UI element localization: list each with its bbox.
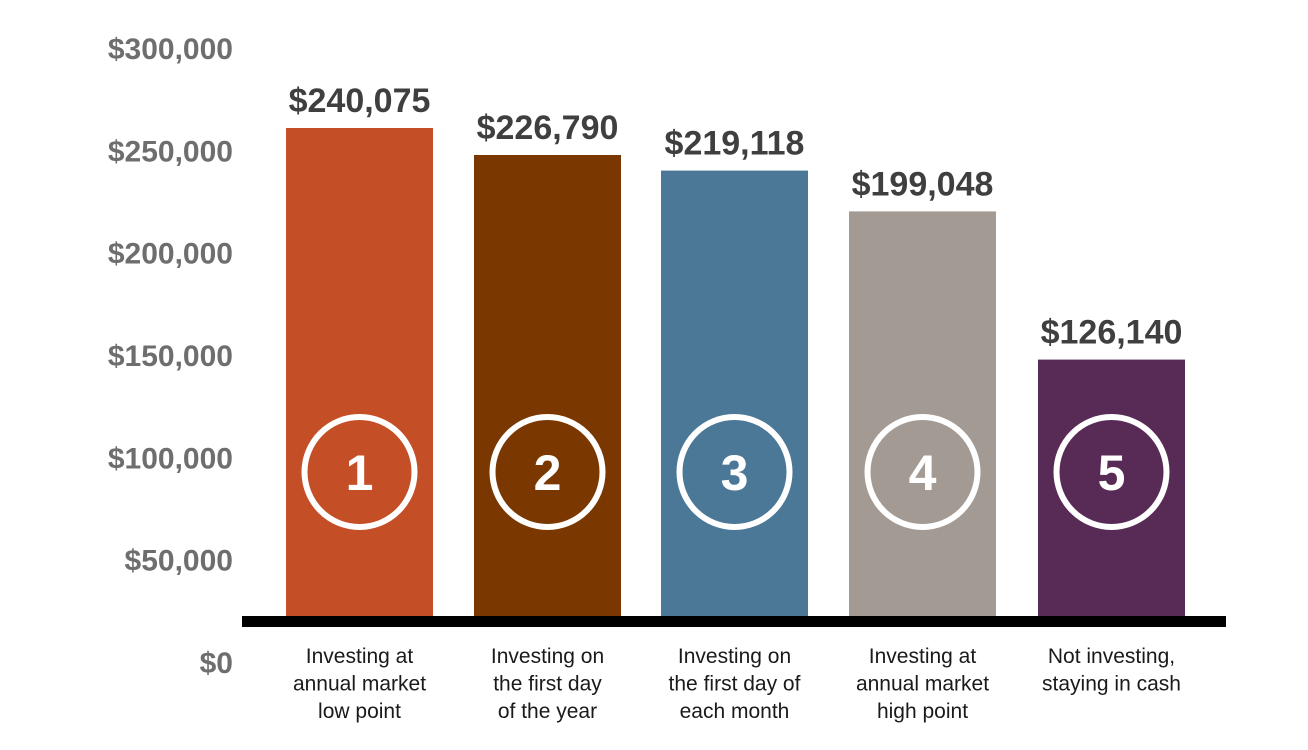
value-labels: $240,075 $226,790 $219,118 $199,048 $126,140 bbox=[289, 82, 1183, 352]
category-label: annual market bbox=[856, 673, 989, 696]
badge-circle bbox=[676, 414, 793, 530]
badge-circle bbox=[301, 414, 418, 530]
badge-number: 1 bbox=[346, 445, 374, 501]
category-label: Investing at bbox=[306, 645, 414, 668]
bars bbox=[286, 128, 1185, 617]
category-label: low point bbox=[318, 700, 401, 723]
badge-circle bbox=[864, 414, 981, 530]
y-axis: $0 $50,000 $100,000 $150,000 $200,000 $250,00… bbox=[108, 33, 233, 680]
y-tick-label: $100,000 bbox=[108, 442, 233, 475]
bar bbox=[849, 211, 996, 616]
y-tick-label: $0 bbox=[200, 647, 233, 680]
category-label: the first day of bbox=[669, 673, 801, 696]
badge-circle bbox=[489, 414, 606, 530]
category-label: annual market bbox=[293, 673, 426, 696]
y-tick-label: $300,000 bbox=[108, 33, 233, 66]
badge-number: 3 bbox=[721, 445, 749, 501]
badge-number: 5 bbox=[1098, 445, 1126, 501]
badge-circle bbox=[1053, 414, 1170, 530]
category-label: Investing on bbox=[491, 645, 604, 668]
category-label: staying in cash bbox=[1042, 673, 1181, 696]
value-label: $240,075 bbox=[289, 82, 431, 120]
y-tick-label: $150,000 bbox=[108, 340, 233, 373]
category-label: high point bbox=[877, 700, 968, 723]
bar bbox=[661, 170, 808, 617]
value-label: $219,118 bbox=[665, 125, 805, 163]
category-label: Investing at bbox=[869, 645, 977, 668]
bar bbox=[1038, 359, 1185, 616]
bar bbox=[474, 155, 621, 616]
bar bbox=[286, 128, 433, 616]
category-label: the first day bbox=[493, 673, 602, 696]
bar-badges: 1 2 3 4 5 bbox=[301, 414, 1170, 530]
y-tick-label: $250,000 bbox=[108, 135, 233, 168]
value-label: $199,048 bbox=[852, 165, 994, 203]
category-label: Investing on bbox=[678, 645, 791, 668]
badge-number: 4 bbox=[909, 445, 937, 501]
value-label: $126,140 bbox=[1041, 314, 1183, 352]
y-tick-label: $200,000 bbox=[108, 238, 233, 271]
x-axis: Investing at annual market low point Invest… bbox=[242, 616, 1226, 723]
value-label: $226,790 bbox=[477, 109, 619, 147]
x-axis-baseline bbox=[242, 616, 1226, 627]
category-label: of the year bbox=[498, 700, 597, 723]
category-label: each month bbox=[680, 700, 790, 723]
y-tick-label: $50,000 bbox=[125, 545, 233, 578]
category-label: Not investing, bbox=[1048, 645, 1175, 668]
badge-number: 2 bbox=[534, 445, 562, 501]
